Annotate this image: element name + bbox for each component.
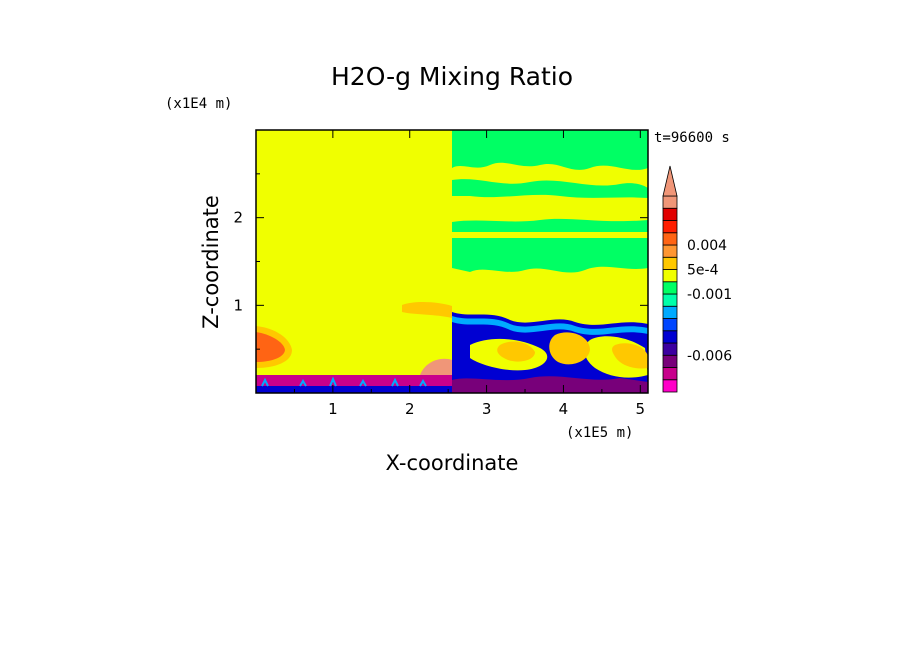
colorbar-swatch <box>662 232 678 246</box>
colorbar-label: 0.004 <box>687 238 727 254</box>
x-tick-label: 4 <box>559 400 569 418</box>
colorbar-swatch <box>662 269 678 283</box>
field-surface-blue <box>256 386 452 393</box>
time-label: t=96600 s <box>654 130 730 146</box>
field-right-green-band2 <box>452 218 648 273</box>
colorbar-swatch <box>662 281 678 295</box>
x-axis: 1 2 3 4 5 <box>293 130 646 418</box>
colorbar-swatch <box>662 367 678 381</box>
colorbar-label: -0.006 <box>687 348 732 364</box>
colorbar-swatch <box>662 305 678 319</box>
colorbar-swatch <box>662 354 678 368</box>
x-tick-label: 5 <box>636 400 646 418</box>
field-left-warm-inner <box>256 332 285 362</box>
field-right-green-upper <box>452 130 648 170</box>
y-axis: 12 <box>233 173 648 350</box>
colorbar-swatch <box>662 330 678 344</box>
colorbar-swatch <box>662 207 678 221</box>
x-tick-label: 3 <box>482 400 492 418</box>
field-right-cyan-edge <box>452 316 648 335</box>
field-right-yellow-strip <box>452 232 648 238</box>
y-tick-label: 2 <box>233 209 243 227</box>
x-axis-label: X-coordinate <box>386 451 519 475</box>
field-right-magenta-floor <box>452 376 648 393</box>
colorbar-swatch <box>662 318 678 332</box>
field-left-mid-warm <box>402 302 452 318</box>
colorbar-extend-max <box>662 165 678 197</box>
colorbar-swatch <box>662 195 678 209</box>
heatmap-field <box>256 130 648 393</box>
colorbar-swatch <box>662 220 678 234</box>
y-tick-label: 1 <box>233 296 243 314</box>
x-unit-label: (x1E5 m) <box>566 425 633 441</box>
field-right-green-band1 <box>452 179 648 198</box>
colorbar: 0.004 5e-4 -0.001 -0.006 <box>662 165 732 393</box>
x-tick-label: 1 <box>328 400 338 418</box>
chart-title: H2O-g Mixing Ratio <box>331 62 573 91</box>
x-tick-label: 2 <box>405 400 415 418</box>
field-left-pink-blob <box>420 358 452 378</box>
field-right-orange-lower <box>497 332 648 369</box>
colorbar-swatch <box>662 379 678 393</box>
colorbar-label: 5e-4 <box>687 263 719 279</box>
colorbar-swatch <box>662 293 678 307</box>
y-axis-label: Z-coordinate <box>199 195 223 329</box>
y-unit-label: (x1E4 m) <box>165 96 232 112</box>
field-surface-spikes <box>261 376 427 387</box>
colorbar-swatch <box>662 342 678 356</box>
colorbar-swatch <box>662 244 678 258</box>
colorbar-label: -0.001 <box>687 287 732 303</box>
colorbar-swatch <box>662 256 678 270</box>
